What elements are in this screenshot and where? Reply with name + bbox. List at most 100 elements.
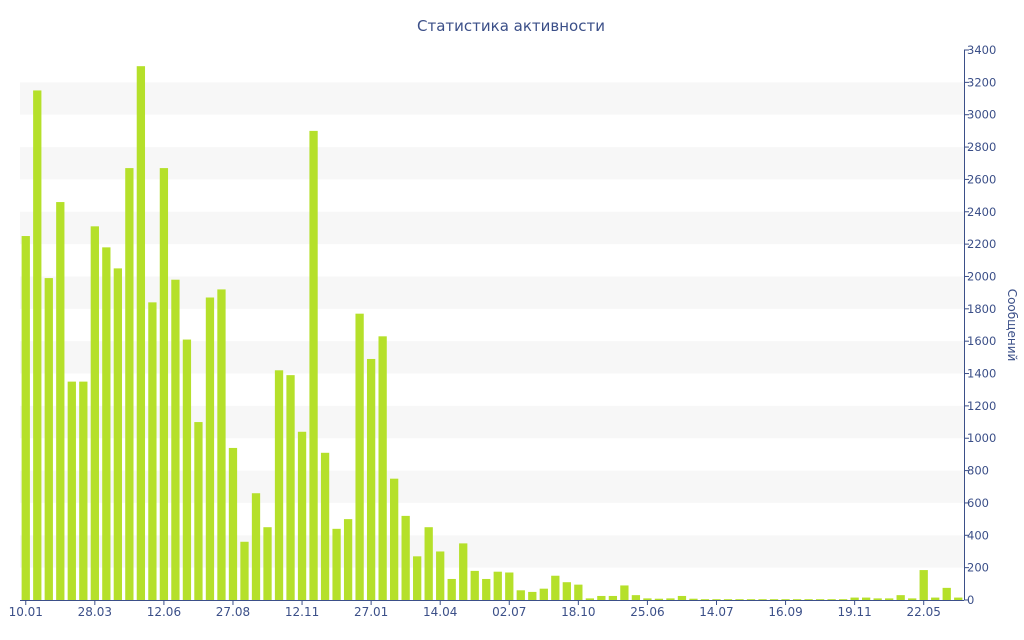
bar [919,570,928,600]
grid-band [20,82,964,115]
bar [286,375,295,600]
x-tick-label: 14.07 [699,605,733,619]
bar [792,599,802,600]
y-axis: 0 200 400 600 800 1000 1200 1400 1600 1800 2000 220… [964,43,996,607]
y-tick-label: 1800 [967,302,996,316]
bar [804,599,813,600]
y-tick-label: 3200 [967,75,996,89]
y-tick-label: 2200 [967,237,996,251]
bar [654,598,664,600]
x-tick-label: 02.07 [492,605,526,619]
bar [597,595,606,600]
bar [274,370,284,600]
y-tick-label: 1400 [967,367,996,381]
y-tick-label: 600 [967,496,989,510]
bar [251,493,261,600]
x-tick-label: 16.09 [768,605,802,619]
bar [562,582,571,600]
x-tick-label: 22.05 [907,605,941,619]
bar [516,590,525,600]
y-axis-title: Сообщений [1005,289,1019,362]
bar [827,599,836,600]
x-tick-label: 14.04 [423,605,457,619]
x-tick-label: 27.08 [216,605,250,619]
bar [931,597,940,600]
bar [482,578,491,600]
bar [735,599,744,600]
grid-band [20,211,964,245]
bar [838,599,848,600]
bar [631,595,641,600]
bar [136,66,146,601]
bar [343,519,353,600]
bar [942,587,951,600]
bar [413,556,422,600]
x-tick-label: 12.11 [285,605,319,619]
bar [148,302,157,600]
bar [217,289,226,600]
grid-band [20,147,964,180]
bar [712,599,721,600]
bar [528,591,537,600]
bar [585,598,594,600]
bar [689,598,698,600]
bar [194,422,203,600]
bar [574,584,583,600]
bar [677,595,687,600]
bar [378,336,387,600]
chart-title: Статистика активности [417,17,605,35]
x-tick-label: 12.06 [147,605,181,619]
bar [182,339,192,600]
bar [954,597,963,600]
bar [700,599,710,600]
y-tick-label: 0 [967,593,974,607]
bar [33,90,42,601]
bar [79,381,88,600]
y-tick-label: 3400 [967,43,996,57]
bar [401,515,410,600]
bar [723,599,733,600]
bar [850,597,859,600]
bar [366,358,376,600]
bar [228,447,238,600]
x-tick-label: 19.11 [837,605,871,619]
bar [332,528,341,600]
y-tick-label: 1000 [967,431,996,445]
bar [666,598,675,600]
y-tick-label: 2400 [967,205,996,219]
bar [390,478,399,600]
bar [769,599,779,600]
bar [240,541,249,600]
bar [746,599,756,600]
x-tick-label: 27.01 [354,605,388,619]
y-tick-label: 2600 [967,172,996,186]
bars-group [21,66,963,601]
x-tick-label: 25.06 [630,605,664,619]
bar [355,313,364,600]
bar [113,268,122,600]
y-tick-label: 3000 [967,108,996,122]
bar [320,452,330,600]
bar [608,595,618,600]
y-tick-label: 400 [967,528,989,542]
bar [424,527,433,600]
bar [297,431,307,600]
bar [309,130,318,600]
bar [505,572,514,600]
bar [205,297,215,600]
bar [102,247,111,600]
bar [159,168,169,600]
bar [263,527,272,600]
bar [90,226,99,600]
x-tick-label: 18.10 [561,605,595,619]
bar [620,585,629,600]
bar [908,598,917,600]
y-tick-label: 2800 [967,140,996,154]
bar [171,279,180,600]
bar [44,278,53,600]
bar [56,202,65,600]
x-tick-label: 10.01 [9,605,43,619]
bar [815,599,825,600]
y-tick-label: 800 [967,464,989,478]
